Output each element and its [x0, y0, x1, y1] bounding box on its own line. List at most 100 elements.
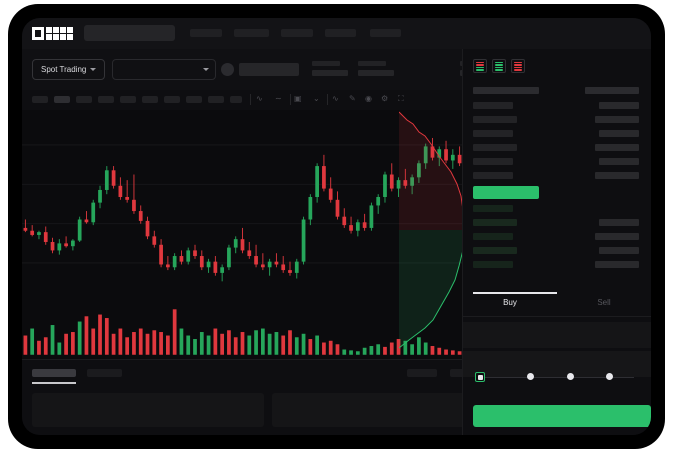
orderbook-bid-row[interactable]	[473, 247, 517, 254]
chevron-down-icon	[203, 68, 209, 71]
orderbook-header-price	[473, 87, 539, 94]
timeframe-button-5[interactable]	[120, 96, 136, 103]
bottom-action-1[interactable]	[407, 369, 437, 377]
ask-depth-area	[399, 112, 463, 230]
timeframe-button-1[interactable]	[32, 96, 48, 103]
template-icon[interactable]: ▣	[294, 94, 302, 103]
toolbar-divider	[327, 94, 328, 105]
price-chart[interactable]	[22, 110, 463, 360]
pair-select-dropdown[interactable]	[112, 59, 216, 80]
bottom-tab-2[interactable]	[87, 369, 122, 377]
chart-type-icon[interactable]: ⌄	[313, 94, 320, 103]
bottom-card-2	[272, 393, 498, 427]
chevron-down-icon	[90, 68, 97, 71]
bottom-tab-active-underline	[32, 382, 76, 384]
orderbook-view-toggles	[473, 59, 525, 73]
nav-item-3[interactable]	[281, 29, 313, 37]
market-type-label: Spot Trading	[41, 65, 87, 74]
orderbook-bid-amount	[595, 261, 639, 268]
timeframe-button-3[interactable]	[76, 96, 92, 103]
orderbook-header-amount	[585, 87, 639, 94]
nav-item-4[interactable]	[325, 29, 356, 37]
orderbook-bid-amount	[599, 219, 639, 226]
ask-depth-line	[399, 111, 463, 211]
orderbook-ask-row[interactable]	[473, 130, 513, 137]
tab-buy[interactable]: Buy	[503, 298, 517, 307]
place-order-button[interactable]	[473, 405, 651, 427]
timeframe-button-8[interactable]	[186, 96, 202, 103]
timeframe-button-10[interactable]	[230, 96, 242, 103]
timeframe-button-9[interactable]	[208, 96, 224, 103]
bottom-card-1	[32, 393, 264, 427]
orderbook-ask-row[interactable]	[473, 172, 513, 179]
stepper-dot-3[interactable]	[606, 373, 614, 380]
orderbook-ask-amount	[595, 144, 639, 151]
orderbook-bid-row[interactable]	[473, 261, 513, 268]
orderbook-ask-row[interactable]	[473, 144, 517, 151]
bid-depth-line	[399, 249, 463, 349]
toolbar-divider	[250, 94, 251, 105]
timeframe-button-7[interactable]	[164, 96, 180, 103]
nav-search-input[interactable]	[84, 25, 175, 41]
market-type-dropdown[interactable]: Spot Trading	[32, 59, 106, 80]
okx-logo[interactable]	[32, 27, 74, 40]
both-depth-icon[interactable]	[473, 59, 487, 73]
chart-gridlines	[22, 144, 463, 264]
logo-letter-o	[32, 27, 45, 40]
top-navigation-bar	[22, 18, 651, 50]
nav-item-2[interactable]	[234, 29, 269, 37]
indicator-icon[interactable]: ∿	[256, 94, 263, 103]
stepper-track	[480, 376, 634, 378]
orderbook-ask-row[interactable]	[473, 102, 513, 109]
orderbook-ask-amount	[599, 102, 639, 109]
bids-only-icon[interactable]	[492, 59, 506, 73]
app-screen: Spot Trading ∿ ∼ ▣	[22, 18, 651, 435]
stat-1	[312, 61, 348, 76]
fullscreen-icon[interactable]: ⛶	[398, 94, 404, 103]
orderbook-ask-row[interactable]	[473, 116, 517, 123]
candlestick-chart-svg	[22, 137, 463, 355]
amount-stepper[interactable]	[475, 372, 639, 382]
pencil-icon[interactable]: ✎	[349, 94, 356, 103]
chart-toolbar: ∿ ∼ ▣ ⌄ ∿ ✎ ◉ ⚙ ⛶	[22, 90, 463, 111]
camera-icon[interactable]: ◉	[365, 94, 372, 103]
stepper-handle[interactable]	[475, 372, 485, 382]
timeframe-button-2[interactable]	[54, 96, 70, 103]
buy-tab-underline	[473, 292, 557, 294]
order-form-field-1[interactable]	[463, 322, 651, 348]
orderbook-bid-row[interactable]	[473, 219, 517, 226]
orderbook-ask-row[interactable]	[473, 158, 513, 165]
bottom-panel	[22, 359, 498, 435]
nav-item-1[interactable]	[190, 29, 222, 37]
trend-line-icon[interactable]: ∿	[332, 94, 339, 103]
coin-avatar	[221, 63, 234, 76]
order-form-field-2[interactable]	[463, 351, 651, 377]
nav-item-5[interactable]	[370, 29, 401, 37]
order-book-depth-overlay	[399, 111, 463, 349]
timeframe-button-4[interactable]	[98, 96, 114, 103]
toolbar-divider	[290, 94, 291, 105]
order-form-tabs: Buy Sell	[463, 292, 651, 317]
stepper-dot-1[interactable]	[527, 373, 535, 380]
orderbook-ask-amount	[595, 172, 639, 179]
candle-series	[23, 137, 462, 282]
timeframe-button-6[interactable]	[142, 96, 158, 103]
orderbook-ask-amount	[599, 130, 639, 137]
logo-letter-x	[60, 27, 74, 40]
stepper-dot-2[interactable]	[566, 373, 574, 380]
orderbook-bid-amount	[595, 233, 639, 240]
logo-letter-k	[46, 27, 60, 40]
orderbook-bid-row[interactable]	[473, 233, 513, 240]
pair-name-label	[239, 63, 299, 76]
order-book-panel: Buy Sell	[462, 49, 651, 435]
bottom-tab-1[interactable]	[32, 369, 76, 377]
volume-series	[23, 309, 462, 355]
tablet-device-frame: Spot Trading ∿ ∼ ▣	[8, 4, 665, 449]
asks-only-icon[interactable]	[511, 59, 525, 73]
orderbook-bid-row[interactable]	[473, 205, 513, 212]
settings-icon[interactable]: ⚙	[381, 94, 389, 103]
tab-sell[interactable]: Sell	[597, 298, 611, 307]
orderbook-ask-amount	[595, 116, 639, 123]
compare-icon[interactable]: ∼	[275, 94, 282, 103]
orderbook-bid-amount	[599, 247, 639, 254]
